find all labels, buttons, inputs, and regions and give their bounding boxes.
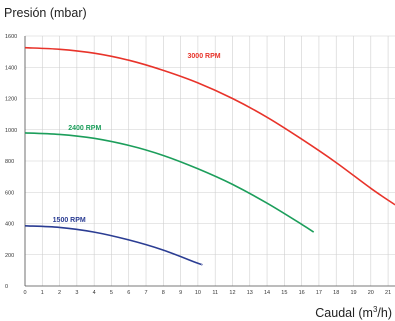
y-tick-label: 200	[5, 253, 14, 259]
x-tick-label: 6	[127, 290, 130, 296]
x-tick-label: 0	[23, 290, 26, 296]
x-tick-label: 10	[195, 290, 201, 296]
y-tick-label: 1000	[5, 128, 17, 134]
x-axis-label: Caudal (m3/h)	[315, 305, 392, 320]
series-label-2400-rpm: 2400 RPM	[68, 125, 101, 132]
x-tick-label: 15	[281, 290, 287, 296]
x-tick-label: 2	[58, 290, 61, 296]
x-tick-label: 11	[212, 290, 218, 296]
x-tick-label: 18	[333, 290, 339, 296]
y-tick-label: 0	[5, 284, 8, 290]
x-tick-label: 16	[299, 290, 305, 296]
y-tick-label: 1200	[5, 97, 17, 103]
series-line-1500-rpm	[24, 225, 203, 266]
x-tick-label: 13	[247, 290, 253, 296]
x-axis-label-main: Caudal (m	[315, 306, 373, 321]
series-group: 3000 RPM 2400 RPM 1500 RPM	[24, 46, 395, 266]
x-tick-label: 7	[144, 290, 147, 296]
x-axis-label-tail: /h)	[377, 306, 392, 321]
y-tick-label: 400	[5, 222, 14, 228]
x-tick-label: 14	[264, 290, 270, 296]
y-tick-label: 800	[5, 159, 14, 165]
y-tick-label: 1400	[5, 65, 17, 71]
y-tick-label: 1600	[5, 34, 17, 40]
grid	[24, 35, 395, 287]
x-tick-label: 19	[350, 290, 356, 296]
x-tick-label: 9	[179, 290, 182, 296]
series-label-1500-rpm: 1500 RPM	[53, 217, 86, 224]
x-tick-label: 12	[229, 290, 235, 296]
series-line-3000-rpm	[24, 46, 395, 206]
x-tick-label: 8	[162, 290, 165, 296]
y-axis-label: Presión (mbar)	[4, 6, 87, 20]
x-tick-label: 17	[316, 290, 322, 296]
x-tick-label: 1	[41, 290, 44, 296]
series-label-3000-rpm: 3000 RPM	[188, 53, 221, 60]
x-tick-label: 5	[110, 290, 113, 296]
series-line-2400-rpm	[24, 132, 315, 233]
x-tick-label: 4	[93, 290, 96, 296]
y-tick-label: 600	[5, 190, 14, 196]
x-axis-label-superscript: 3	[372, 305, 378, 314]
x-tick-label: 21	[385, 290, 391, 296]
x-tick-label: 20	[368, 290, 374, 296]
x-tick-label: 3	[75, 290, 78, 296]
